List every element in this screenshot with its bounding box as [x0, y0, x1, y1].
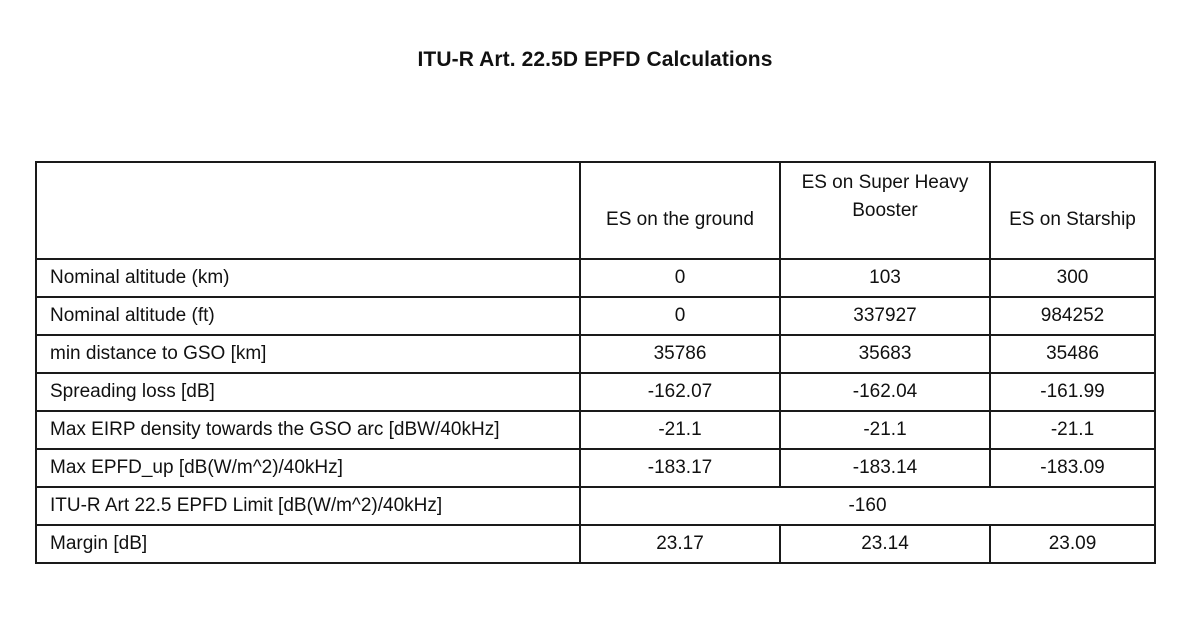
row-label: Margin [dB]: [35, 524, 581, 564]
cell-value: 103: [779, 258, 991, 298]
table-row: Max EPFD_up [dB(W/m^2)/40kHz] -183.17 -1…: [35, 448, 1156, 488]
row-label: Nominal altitude (km): [35, 258, 581, 298]
page-title: ITU-R Art. 22.5D EPFD Calculations: [417, 48, 773, 71]
table-row: Spreading loss [dB] -162.07 -162.04 -161…: [35, 372, 1156, 412]
header-es-super-heavy-booster: ES on Super Heavy Booster: [779, 161, 991, 260]
row-label: Max EPFD_up [dB(W/m^2)/40kHz]: [35, 448, 581, 488]
cell-value: -21.1: [779, 410, 991, 450]
cell-value: -183.09: [989, 448, 1156, 488]
limit-value: -160: [579, 486, 1156, 526]
header-es-starship: ES on Starship: [989, 161, 1156, 260]
row-label: ITU-R Art 22.5 EPFD Limit [dB(W/m^2)/40k…: [35, 486, 581, 526]
cell-value: 35786: [579, 334, 781, 374]
cell-value: 23.14: [779, 524, 991, 564]
cell-value: -183.17: [579, 448, 781, 488]
row-label: Spreading loss [dB]: [35, 372, 581, 412]
cell-value: -183.14: [779, 448, 991, 488]
cell-value: 300: [989, 258, 1156, 298]
epfd-table: ES on the ground ES on Super Heavy Boost…: [35, 161, 1156, 564]
row-label: min distance to GSO [km]: [35, 334, 581, 374]
margin-row: Margin [dB] 23.17 23.14 23.09: [35, 524, 1156, 564]
cell-value: -21.1: [989, 410, 1156, 450]
header-es-ground: ES on the ground: [579, 161, 781, 260]
cell-value: 35486: [989, 334, 1156, 374]
row-label: Nominal altitude (ft): [35, 296, 581, 336]
table-row: Max EIRP density towards the GSO arc [dB…: [35, 410, 1156, 450]
limit-row: ITU-R Art 22.5 EPFD Limit [dB(W/m^2)/40k…: [35, 486, 1156, 526]
cell-value: -162.07: [579, 372, 781, 412]
cell-value: 0: [579, 296, 781, 336]
cell-value: -162.04: [779, 372, 991, 412]
cell-value: -161.99: [989, 372, 1156, 412]
cell-value: 35683: [779, 334, 991, 374]
cell-value: 23.17: [579, 524, 781, 564]
row-label: Max EIRP density towards the GSO arc [dB…: [35, 410, 581, 450]
table-row: Nominal altitude (km) 0 103 300: [35, 258, 1156, 298]
cell-value: 337927: [779, 296, 991, 336]
table-row: min distance to GSO [km] 35786 35683 354…: [35, 334, 1156, 374]
cell-value: 23.09: [989, 524, 1156, 564]
cell-value: -21.1: [579, 410, 781, 450]
cell-value: 0: [579, 258, 781, 298]
cell-value: 984252: [989, 296, 1156, 336]
header-cell-empty: [35, 161, 581, 260]
table-row: Nominal altitude (ft) 0 337927 984252: [35, 296, 1156, 336]
header-row: ES on the ground ES on Super Heavy Boost…: [35, 161, 1156, 260]
